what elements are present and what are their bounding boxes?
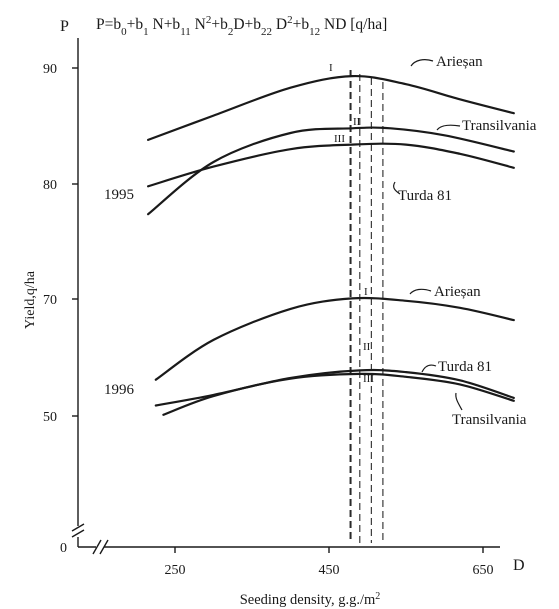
series-lines <box>147 74 515 416</box>
x-tick-label: 250 <box>165 563 186 578</box>
label-leader-line <box>410 59 434 67</box>
label-leader-line <box>436 124 461 131</box>
title-part: 12 <box>309 26 320 38</box>
series-name-label: Transilvania <box>462 118 537 134</box>
x-axis-label: Seeding density, g.g./m2 <box>240 591 381 609</box>
title-part: +b <box>293 16 310 33</box>
title-part: N <box>191 16 206 33</box>
y-axis-letter: P <box>60 18 69 35</box>
title-part: D+b <box>233 16 261 33</box>
series-roman-label: III <box>334 133 345 145</box>
optimum-lines <box>349 70 384 543</box>
title-part: 2 <box>287 14 293 26</box>
series-name-label: Arieșan <box>436 54 483 70</box>
year-label: 1995 <box>104 187 134 203</box>
x-axis-label-sup: 2 <box>375 591 380 602</box>
x-axis-break-mark <box>92 539 102 555</box>
y-origin-label: 0 <box>60 541 67 556</box>
series-line-1996-transilvania <box>162 372 515 416</box>
title-part: D <box>272 16 287 33</box>
series-line-1996-arie-an <box>154 296 515 381</box>
series-name-label: Arieșan <box>434 284 481 300</box>
title-part: 2 <box>228 26 234 38</box>
y-tick-label: 50 <box>43 410 57 425</box>
series-name-label: Turda 81 <box>438 359 492 375</box>
title-part: 11 <box>180 26 191 38</box>
ticks: 250 450 650 50 70 80 90 <box>43 62 494 578</box>
y-tick-label: 70 <box>43 293 57 308</box>
series-roman-label: II <box>363 341 371 353</box>
axes: 0 <box>60 38 500 556</box>
series-roman-label: I <box>364 286 368 298</box>
series-line-1995-turda-81 <box>147 142 515 188</box>
series-line-1995-transilvania <box>147 126 515 216</box>
x-axis-label-text: Seeding density, g.g./m <box>240 592 376 608</box>
label-leader-line <box>409 288 432 295</box>
series-line-1996-turda-81 <box>154 368 515 407</box>
title-part: +b <box>211 16 228 33</box>
series-roman-label: III <box>363 373 374 385</box>
title-part: P=b <box>96 16 121 33</box>
label-leader-line <box>393 181 401 195</box>
y-tick-label: 90 <box>43 62 57 77</box>
y-axis-break-mark <box>71 529 85 538</box>
x-axis-letter: D <box>513 557 525 574</box>
title-part: 1 <box>143 26 149 38</box>
chart-title: P=b0+b1 N+b11 N2+b2D+b22 D2+b12 ND [q/ha… <box>96 14 387 38</box>
series-roman-label: II <box>353 116 361 128</box>
title-part: N+b <box>149 16 181 33</box>
title-part: 2 <box>206 14 212 26</box>
label-leader-line <box>421 364 437 373</box>
series-name-label: Turda 81 <box>398 188 452 204</box>
series-name-label: Transilvania <box>452 412 527 428</box>
title-part: 22 <box>261 26 272 38</box>
y-axis-break-mark <box>71 523 85 532</box>
y-tick-label: 80 <box>43 178 57 193</box>
title-part: 0 <box>121 26 127 38</box>
x-tick-label: 450 <box>319 563 340 578</box>
title-part: +b <box>127 16 144 33</box>
label-leader-line <box>455 392 463 411</box>
title-part: ND [q/ha] <box>320 16 387 33</box>
year-label: 1996 <box>104 382 135 398</box>
series-roman-label: I <box>329 62 333 74</box>
y-axis-label: Yield,q/ha <box>23 270 38 329</box>
series-line-1995-arie-an <box>147 74 515 141</box>
x-tick-label: 650 <box>473 563 494 578</box>
